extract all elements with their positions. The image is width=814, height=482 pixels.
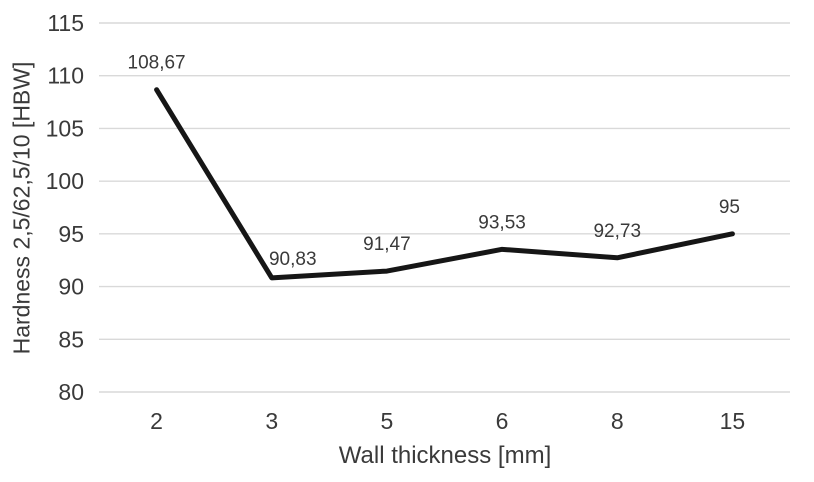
x-tick-label: 15	[720, 408, 746, 434]
x-tick-label: 8	[611, 408, 624, 434]
x-tick-label: 3	[265, 408, 278, 434]
x-tick-label: 2	[150, 408, 163, 434]
data-point-label: 93,53	[478, 212, 526, 233]
x-tick-label: 6	[496, 408, 509, 434]
y-tick-label: 115	[47, 10, 84, 36]
y-tick-label: 80	[58, 379, 84, 405]
x-axis-title: Wall thickness [mm]	[338, 442, 552, 469]
x-tick-label: 5	[381, 408, 394, 434]
data-point-label: 108,67	[128, 53, 186, 74]
y-tick-label: 100	[46, 168, 84, 194]
data-series-line	[154, 87, 735, 281]
y-axis-title: Hardness 2,5/62,5/10 [HBW]	[8, 61, 35, 355]
y-tick-label: 95	[58, 221, 84, 247]
data-point-label: 95	[719, 197, 740, 218]
y-tick-label: 105	[46, 115, 84, 141]
data-point-label: 91,47	[363, 234, 411, 255]
data-point-label: 90,83	[269, 249, 317, 270]
y-tick-label: 90	[58, 274, 84, 300]
data-point-label: 92,73	[593, 221, 641, 242]
y-tick-label: 110	[47, 63, 84, 89]
y-tick-label: 85	[58, 326, 84, 352]
